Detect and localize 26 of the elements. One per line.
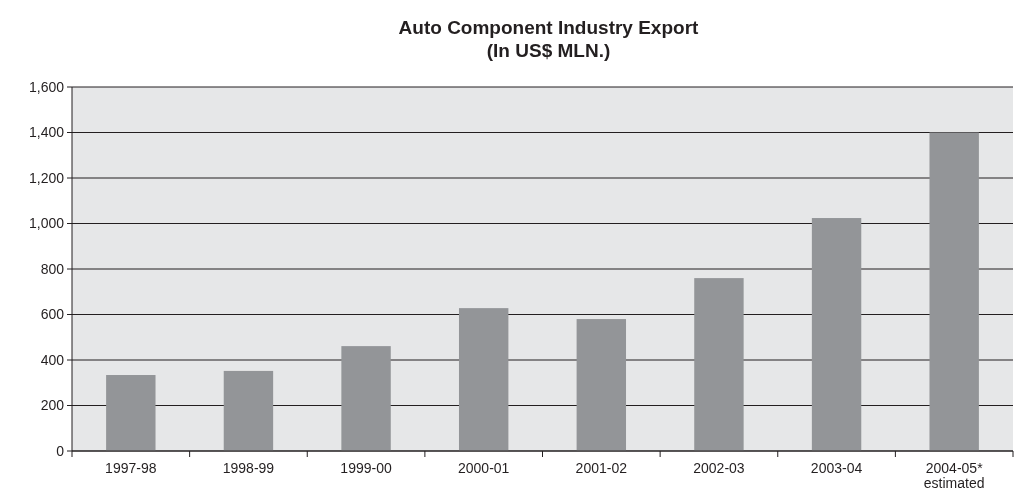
y-tick-label: 1,200 <box>28 169 65 186</box>
bar <box>223 370 274 451</box>
bar <box>106 375 156 451</box>
bar <box>811 218 862 451</box>
y-tick-label: 600 <box>40 306 65 323</box>
x-tick-label: 2000-01 <box>457 460 510 476</box>
bar <box>576 319 627 451</box>
y-tick-label: 800 <box>40 260 65 277</box>
bar <box>929 132 979 451</box>
chart-title: Auto Component Industry Export (In US$ MLN.) <box>398 17 700 61</box>
y-tick-label: 1,000 <box>28 215 65 232</box>
bar <box>458 308 509 451</box>
y-tick-label: 200 <box>40 397 65 414</box>
y-tick-label: 1,600 <box>28 78 65 95</box>
x-tick-label: 2001-02 <box>575 460 628 476</box>
x-tick-label: 1999-00 <box>340 460 392 476</box>
x-tick-label: 1998-99 <box>222 460 275 476</box>
x-tick-label: 2003-04 <box>810 460 863 476</box>
bar <box>341 346 391 451</box>
bar <box>694 278 744 451</box>
x-tick-label: 2002-03 <box>693 460 745 476</box>
y-tick-label: 0 <box>56 442 65 459</box>
y-tick-label: 400 <box>40 351 65 368</box>
y-tick-label: 1,400 <box>28 124 65 141</box>
x-tick-label: 2004-05* estimated <box>923 460 985 491</box>
x-tick-label: 1997-98 <box>105 460 157 476</box>
